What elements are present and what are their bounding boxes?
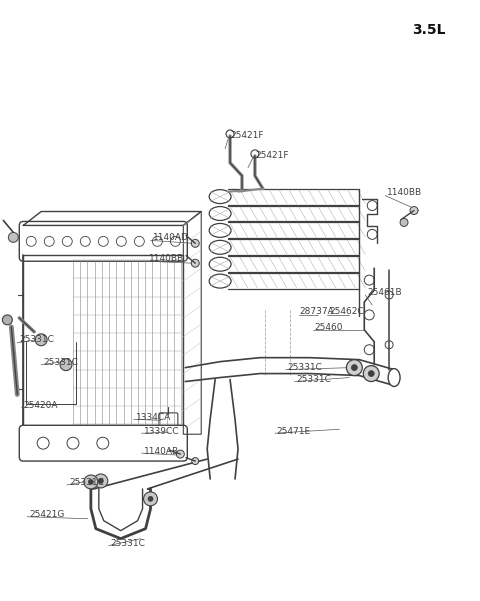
Ellipse shape xyxy=(388,368,400,386)
Text: 25421F: 25421F xyxy=(230,132,264,141)
Text: 25420A: 25420A xyxy=(23,401,58,410)
Text: 25331C: 25331C xyxy=(297,375,332,384)
Text: 1339CC: 1339CC xyxy=(144,427,179,436)
Text: 25421F: 25421F xyxy=(255,151,288,160)
Ellipse shape xyxy=(209,240,231,254)
Text: 1140AD: 1140AD xyxy=(153,233,188,242)
Circle shape xyxy=(363,365,379,382)
Text: 28737A: 28737A xyxy=(300,308,335,317)
FancyBboxPatch shape xyxy=(167,426,184,439)
FancyBboxPatch shape xyxy=(19,221,187,261)
Ellipse shape xyxy=(209,224,231,237)
FancyBboxPatch shape xyxy=(159,413,178,428)
Circle shape xyxy=(176,450,184,458)
Circle shape xyxy=(347,359,362,376)
Text: 25331C: 25331C xyxy=(288,363,323,372)
Text: 25460: 25460 xyxy=(314,323,343,332)
Text: 25471E: 25471E xyxy=(277,427,311,436)
Ellipse shape xyxy=(209,257,231,271)
Ellipse shape xyxy=(209,274,231,288)
Circle shape xyxy=(2,315,12,325)
Ellipse shape xyxy=(209,207,231,221)
Ellipse shape xyxy=(209,190,231,204)
Text: 25331C: 25331C xyxy=(69,478,104,487)
Text: 3.5L: 3.5L xyxy=(412,23,445,37)
Circle shape xyxy=(8,233,18,242)
Circle shape xyxy=(192,259,199,267)
Text: 25331C: 25331C xyxy=(43,358,78,367)
Text: 1140AB: 1140AB xyxy=(144,447,179,456)
Circle shape xyxy=(60,359,72,371)
FancyBboxPatch shape xyxy=(19,426,187,461)
Circle shape xyxy=(98,478,103,483)
Text: 25331C: 25331C xyxy=(111,539,145,548)
Circle shape xyxy=(88,480,93,484)
Text: 25462C: 25462C xyxy=(329,308,364,317)
Text: 1140BB: 1140BB xyxy=(387,188,422,197)
Circle shape xyxy=(148,496,153,501)
Circle shape xyxy=(35,334,47,346)
Text: 25421G: 25421G xyxy=(29,510,65,519)
Circle shape xyxy=(144,492,157,506)
Circle shape xyxy=(368,371,374,377)
Circle shape xyxy=(94,474,108,488)
Text: 1334CA: 1334CA xyxy=(136,413,171,422)
Circle shape xyxy=(192,239,199,247)
Circle shape xyxy=(192,457,199,465)
Circle shape xyxy=(84,475,98,489)
Text: 25461B: 25461B xyxy=(367,287,402,296)
Circle shape xyxy=(400,219,408,227)
Circle shape xyxy=(351,365,357,371)
Circle shape xyxy=(410,207,418,215)
Text: 1140BB: 1140BB xyxy=(148,254,184,263)
Text: 25331C: 25331C xyxy=(19,335,54,344)
